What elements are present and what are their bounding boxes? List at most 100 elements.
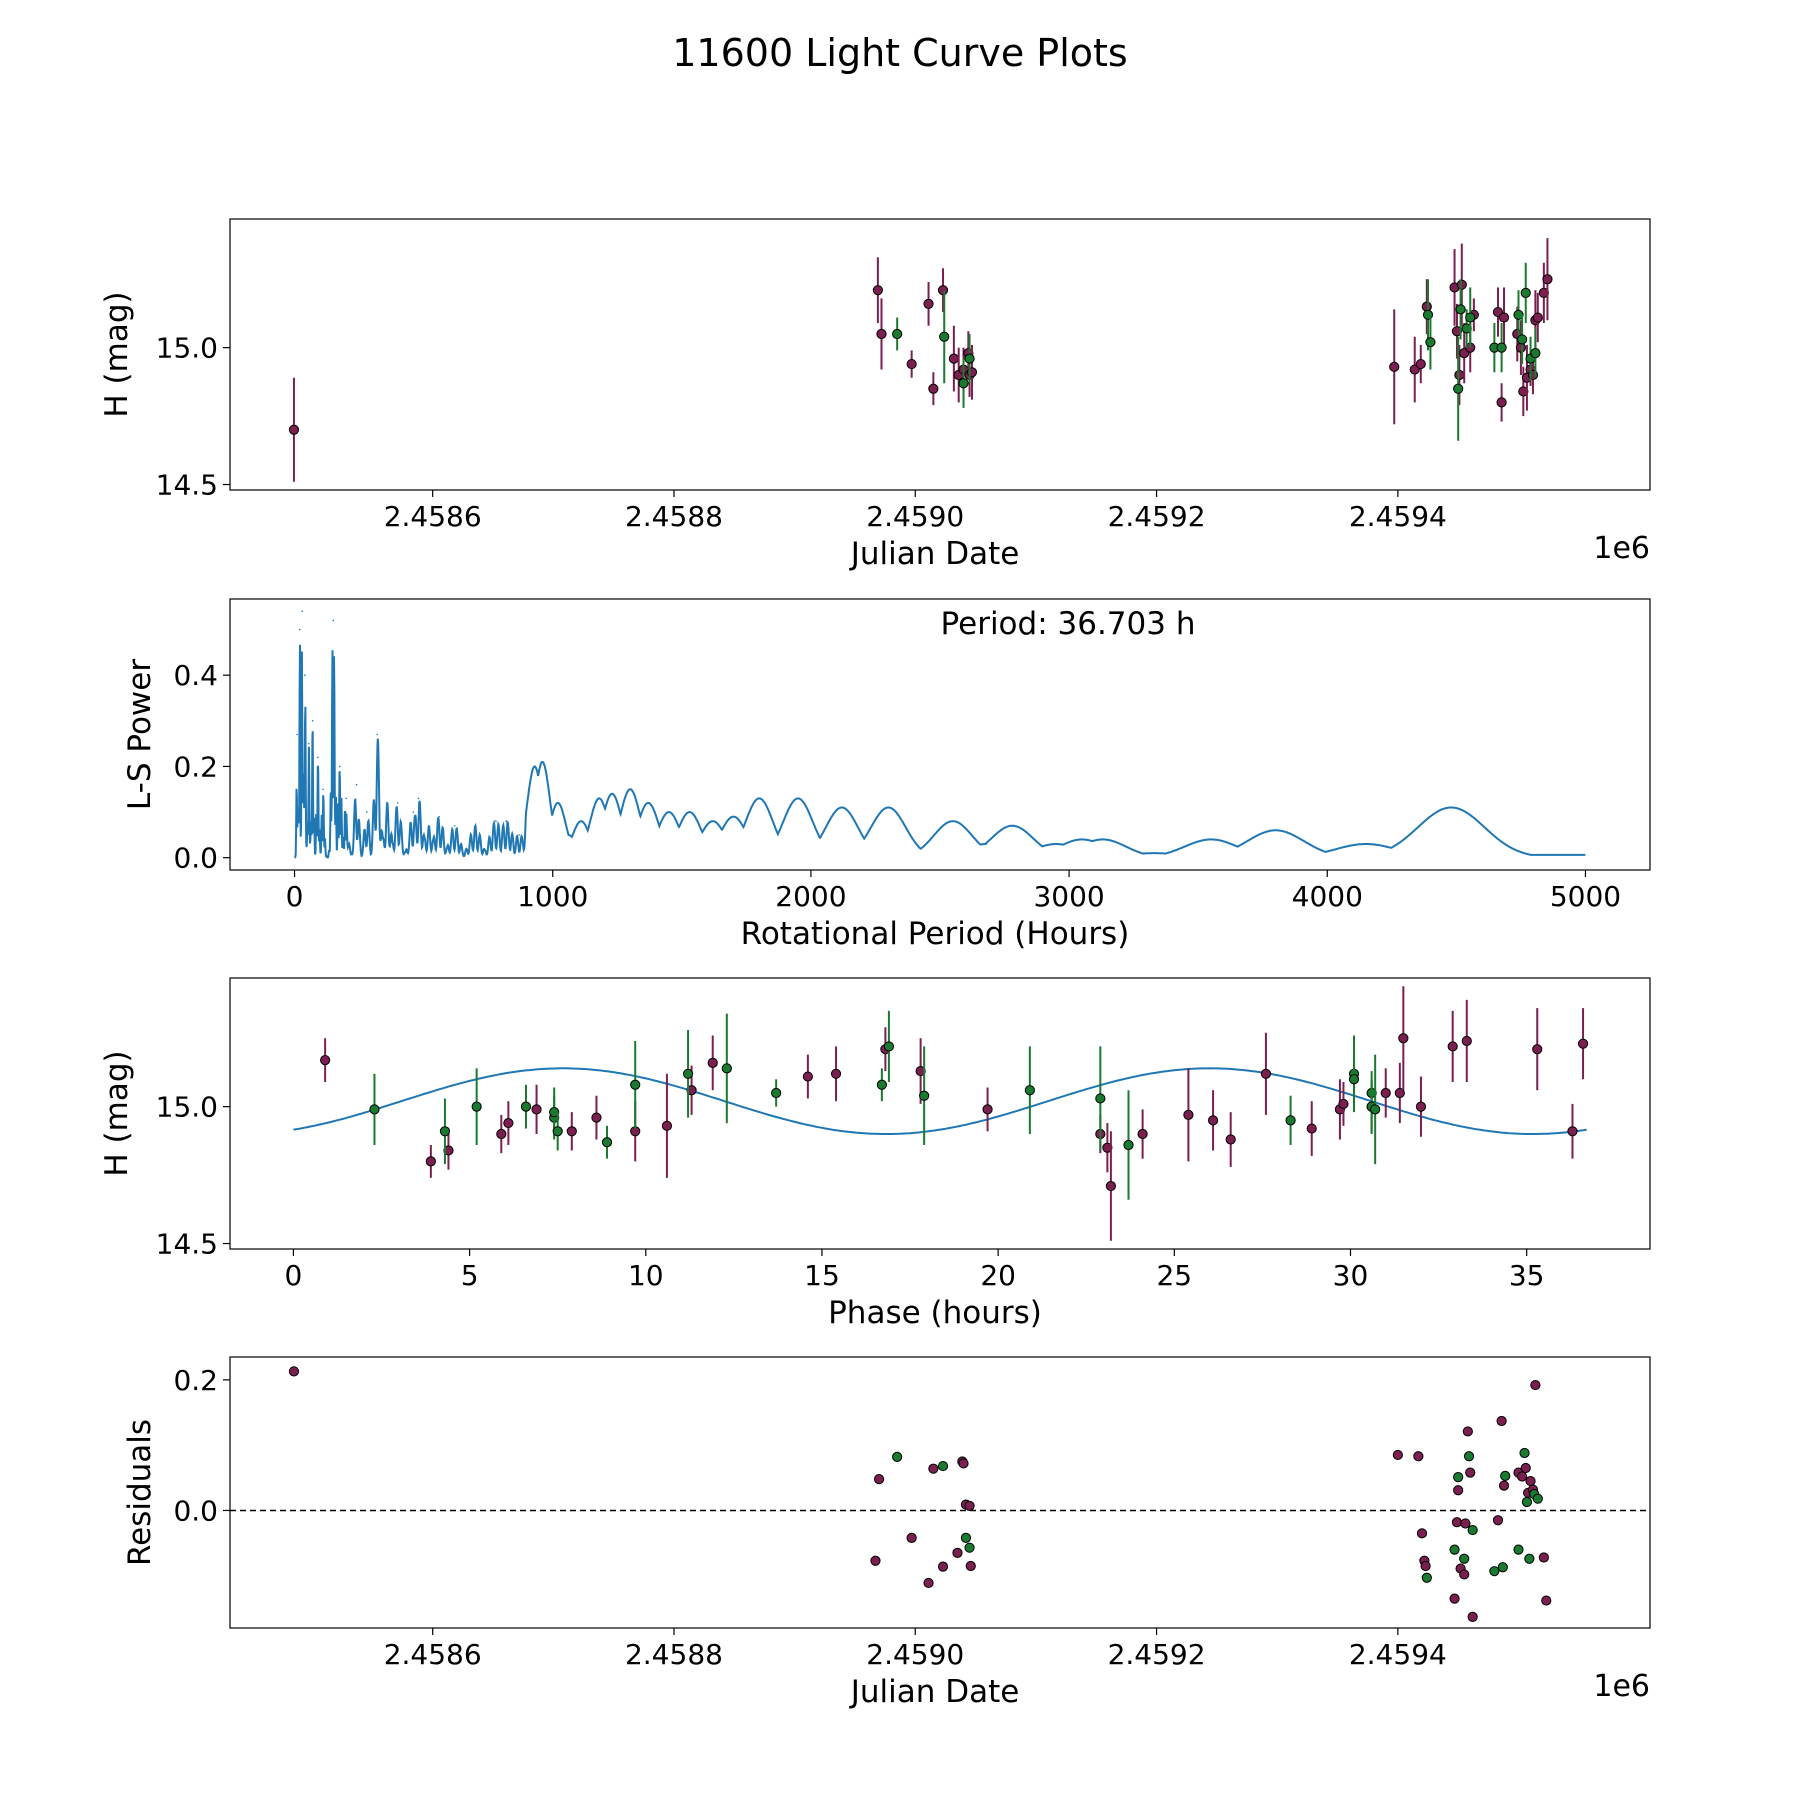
residuals-point-g	[1453, 1472, 1464, 1483]
phased-point-r	[1461, 1035, 1472, 1047]
periodogram-peak	[417, 797, 420, 800]
periodogram-peak	[311, 720, 314, 722]
periodogram-peak	[1365, 843, 1367, 845]
residuals-point-g	[964, 1542, 975, 1553]
figure-title: 11600 Light Curve Plots	[672, 31, 1127, 75]
lightcurve-offset-text: 1e6	[1593, 531, 1650, 566]
phased-point-r	[802, 1071, 813, 1082]
lightcurve-point-g	[1530, 348, 1541, 359]
lightcurve-point-g	[1496, 342, 1507, 353]
residuals-xtick-label: 2.4592	[1108, 1638, 1206, 1671]
lightcurve-xtick-label: 2.4586	[384, 500, 482, 533]
periodogram-peak	[1011, 824, 1014, 827]
residuals-point-g	[1532, 1493, 1543, 1504]
periodogram-peak	[668, 811, 670, 813]
lightcurve-point-g	[1455, 304, 1466, 315]
residuals-point-r	[1392, 1449, 1403, 1461]
phased-point-r	[443, 1145, 454, 1156]
phased-xlabel: Phase (hours)	[828, 1295, 1042, 1331]
periodogram-peak	[1055, 843, 1057, 845]
periodogram-xtick-label: 2000	[775, 880, 846, 913]
periodogram-peak	[332, 619, 335, 622]
periodogram-peak	[474, 824, 477, 827]
period-annotation: Period: 36.703 h	[941, 606, 1196, 642]
phased-xtick-label: 0	[285, 1259, 303, 1292]
lightcurve-point-r	[1515, 342, 1527, 353]
phased-point-r	[830, 1068, 842, 1079]
lightcurve-point-r	[876, 328, 887, 340]
residuals-point-r	[1520, 1462, 1531, 1474]
phased-point-r	[1380, 1087, 1391, 1099]
residuals-point-g	[1521, 1496, 1533, 1508]
residuals-point-g	[1421, 1572, 1432, 1583]
periodogram-frame	[229, 598, 1651, 871]
residuals-panel: 2.4586 2.4588 2.4590 2.4592 2.4594 0.0 0.2 Juli…	[122, 1356, 1651, 1710]
phased-point-g	[549, 1107, 560, 1118]
phased-point-g	[369, 1104, 380, 1115]
residuals-point-g	[937, 1460, 949, 1472]
periodogram-peak	[580, 820, 582, 822]
periodogram-peak	[296, 733, 298, 736]
residuals-point-g	[1463, 1451, 1475, 1462]
phased-point-r	[686, 1085, 697, 1096]
lightcurve-point-r	[1421, 301, 1432, 312]
periodogram-peak	[316, 756, 319, 759]
periodogram-peak	[688, 811, 691, 813]
phased-point-g	[919, 1090, 930, 1101]
phase-model-curve	[293, 1067, 1587, 1135]
lightcurve-xtick-label: 2.4594	[1349, 500, 1447, 533]
phased-point-r	[591, 1112, 602, 1123]
phased-point-r	[1137, 1128, 1148, 1140]
lightcurve-point-r	[923, 298, 934, 309]
phased-point-g	[883, 1041, 895, 1052]
lightcurve-point-r	[872, 285, 883, 296]
periodogram-peak	[647, 802, 650, 804]
phased-point-r	[915, 1065, 926, 1077]
periodogram-peak	[732, 815, 735, 818]
periodogram-ylabel: L-S Power	[122, 659, 158, 810]
lightcurve-xtick-label: 2.4592	[1108, 500, 1206, 533]
lightcurve-point-r	[1496, 397, 1507, 408]
lightcurve-point-r	[1389, 361, 1400, 372]
residuals-point-r	[870, 1555, 881, 1566]
residuals-point-r	[1492, 1515, 1504, 1526]
residuals-point-r	[1517, 1471, 1528, 1482]
periodogram-peak	[355, 783, 358, 786]
residuals-point-r	[928, 1463, 939, 1474]
lightcurve-point-g	[939, 331, 950, 342]
periodogram-peak	[712, 820, 714, 822]
phased-point-r	[661, 1120, 673, 1131]
periodogram-peak	[505, 820, 508, 822]
phased-point-g	[771, 1087, 782, 1099]
periodogram-line	[294, 644, 1586, 859]
residuals-xtick-label: 2.4590	[866, 1638, 964, 1671]
lightcurve-point-r	[1454, 369, 1465, 381]
lightcurve-plot-area	[288, 238, 1553, 482]
phased-point-r	[566, 1126, 577, 1137]
phased-point-r	[1567, 1126, 1578, 1137]
phased-point-r	[707, 1057, 718, 1068]
lightcurve-point-r	[1415, 358, 1426, 370]
periodogram-ytick-label: 0.4	[173, 659, 218, 692]
phased-point-r	[1532, 1044, 1543, 1055]
residuals-xtick-label: 2.4586	[384, 1638, 482, 1671]
periodogram-peak	[301, 610, 304, 613]
periodogram-peak	[887, 806, 890, 809]
lightcurve-point-r	[288, 424, 300, 435]
lightcurve-ytick-label: 15.0	[156, 332, 218, 365]
residuals-point-r	[1453, 1485, 1464, 1496]
lightcurve-xtick-label: 2.4590	[866, 500, 964, 533]
periodogram-peak	[322, 788, 324, 791]
phased-point-g	[1024, 1085, 1035, 1096]
phased-ylabel: H (mag)	[99, 1050, 135, 1176]
residuals-point-g	[892, 1451, 903, 1463]
lightcurve-point-g	[958, 378, 969, 389]
periodogram-peak	[598, 797, 600, 800]
periodogram-peak	[758, 797, 761, 800]
periodogram-peak	[495, 820, 497, 822]
lightcurve-point-g	[1465, 312, 1476, 323]
phased-point-r	[1102, 1142, 1113, 1153]
phased-point-g	[876, 1079, 887, 1090]
lightcurve-point-r	[1532, 312, 1543, 323]
phased-point-g	[552, 1126, 563, 1137]
